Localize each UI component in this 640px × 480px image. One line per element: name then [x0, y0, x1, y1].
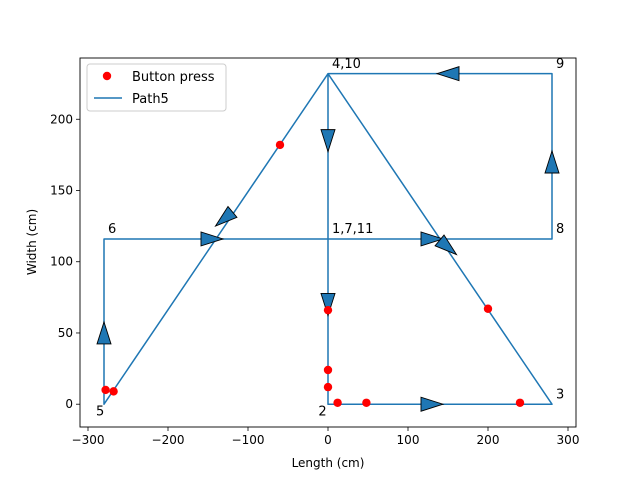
x-tick-label: 0	[324, 433, 332, 447]
y-axis-ticks: 0 50 100 150 200	[50, 112, 80, 411]
direction-arrow	[420, 231, 445, 247]
waypoint-label: 8	[556, 222, 564, 237]
x-tick-label: 200	[477, 433, 500, 447]
x-tick-label: −300	[72, 433, 105, 447]
button-press-point	[515, 398, 525, 407]
button-press-point	[483, 304, 493, 313]
x-tick-label: 300	[557, 433, 580, 447]
x-tick-label: −200	[152, 433, 185, 447]
direction-arrow	[96, 320, 112, 345]
button-press-point	[323, 382, 333, 392]
button-press-point	[323, 365, 333, 375]
direction-arrow	[544, 149, 560, 174]
waypoint-label: 1,7,11	[332, 222, 373, 237]
waypoint-label: 3	[556, 388, 564, 403]
button-press-point	[333, 398, 342, 407]
x-axis-label: Length (cm)	[292, 456, 365, 470]
legend-marker-button-press	[102, 71, 112, 81]
path-layer	[103, 72, 553, 405]
button-press-point	[109, 387, 118, 396]
y-tick-label: 0	[65, 397, 73, 411]
waypoint-label: 9	[556, 57, 564, 72]
direction-arrow	[420, 396, 445, 412]
legend: Button press Path5	[86, 63, 227, 112]
x-tick-label: −100	[232, 433, 265, 447]
button-press-point	[101, 385, 110, 395]
point-layer	[101, 140, 525, 407]
arrow-layer	[96, 66, 560, 412]
waypoint-label: 4,10	[332, 57, 361, 72]
waypoint-label: 6	[108, 222, 116, 237]
annotation-layer: 4,10 9 8 6 1,7,11 5 2 3	[96, 57, 564, 420]
waypoint-label: 5	[96, 405, 104, 420]
direction-arrow	[434, 234, 458, 256]
direction-arrow	[320, 129, 336, 154]
button-press-point	[323, 305, 333, 315]
series-path5-line	[103, 72, 553, 405]
x-axis-ticks: −300 −200 −100 0 100 200 300	[72, 427, 580, 447]
y-tick-label: 200	[50, 112, 73, 126]
legend-label-button-press: Button press	[132, 70, 215, 85]
y-tick-label: 100	[50, 255, 73, 269]
direction-arrow	[214, 205, 238, 227]
legend-box	[86, 63, 227, 112]
x-tick-label: 100	[397, 433, 420, 447]
direction-arrow	[200, 231, 225, 247]
waypoint-label: 2	[318, 405, 326, 420]
y-axis-label: Width (cm)	[25, 209, 39, 275]
button-press-point	[275, 140, 285, 150]
direction-arrow	[435, 66, 460, 82]
legend-label-path5: Path5	[132, 92, 169, 107]
button-press-point	[362, 398, 371, 407]
y-tick-label: 150	[50, 183, 73, 197]
y-tick-label: 50	[58, 326, 73, 340]
direction-arrow	[320, 293, 336, 317]
